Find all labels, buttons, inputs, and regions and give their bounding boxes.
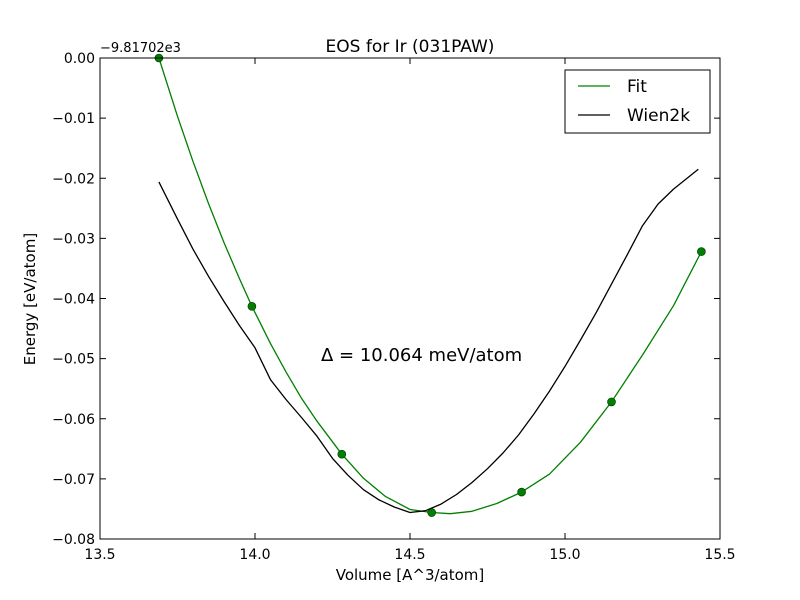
y-tick-label: −0.01 — [52, 111, 95, 127]
y-tick-label: −0.08 — [52, 532, 95, 548]
series-line-fit — [158, 57, 702, 515]
series-group — [154, 53, 706, 517]
y-axis-label: Energy [eV/atom] — [21, 233, 39, 365]
x-tick-label: 15.5 — [704, 547, 735, 563]
x-tick-label: 14.0 — [239, 547, 270, 563]
y-tick-label: −0.05 — [52, 352, 95, 368]
plot-area: 13.5 14.0 14.5 15.0 15.5 0.00 −0.01 −0.02 −0.03 −… — [52, 51, 735, 563]
legend-label-wien2k: Wien2k — [627, 106, 690, 126]
y-tick-label: −0.02 — [52, 171, 95, 187]
data-point — [607, 397, 616, 407]
y-tick-label: −0.04 — [52, 292, 95, 308]
x-tick-label: 15.0 — [549, 547, 580, 563]
legend: Fit Wien2k — [564, 69, 711, 134]
chart-title: EOS for Ir (031PAW) — [326, 37, 495, 57]
x-tick-label: 14.5 — [394, 547, 425, 563]
data-point — [337, 449, 347, 459]
data-point — [247, 302, 257, 311]
data-point — [517, 487, 526, 497]
y-tick-label: −0.03 — [52, 231, 95, 247]
legend-frame — [564, 69, 711, 134]
data-point — [697, 247, 706, 256]
series-line-wien2k — [158, 168, 699, 514]
axes-frame — [99, 57, 721, 540]
y-tick-label: −0.07 — [52, 472, 95, 488]
y-offset-label: −9.81702e3 — [100, 41, 181, 56]
y-tick-label: 0.00 — [64, 51, 95, 67]
ticks-group: 13.5 14.0 14.5 15.0 15.5 0.00 −0.01 −0.02 −0.03 −… — [52, 51, 735, 563]
annotation-delta: Δ = 10.064 meV/atom — [321, 345, 522, 366]
x-axis-label: Volume [A^3/atom] — [336, 566, 485, 584]
legend-label-fit: Fit — [627, 77, 647, 97]
y-tick-label: −0.06 — [52, 412, 95, 428]
x-tick-label: 13.5 — [84, 547, 115, 563]
